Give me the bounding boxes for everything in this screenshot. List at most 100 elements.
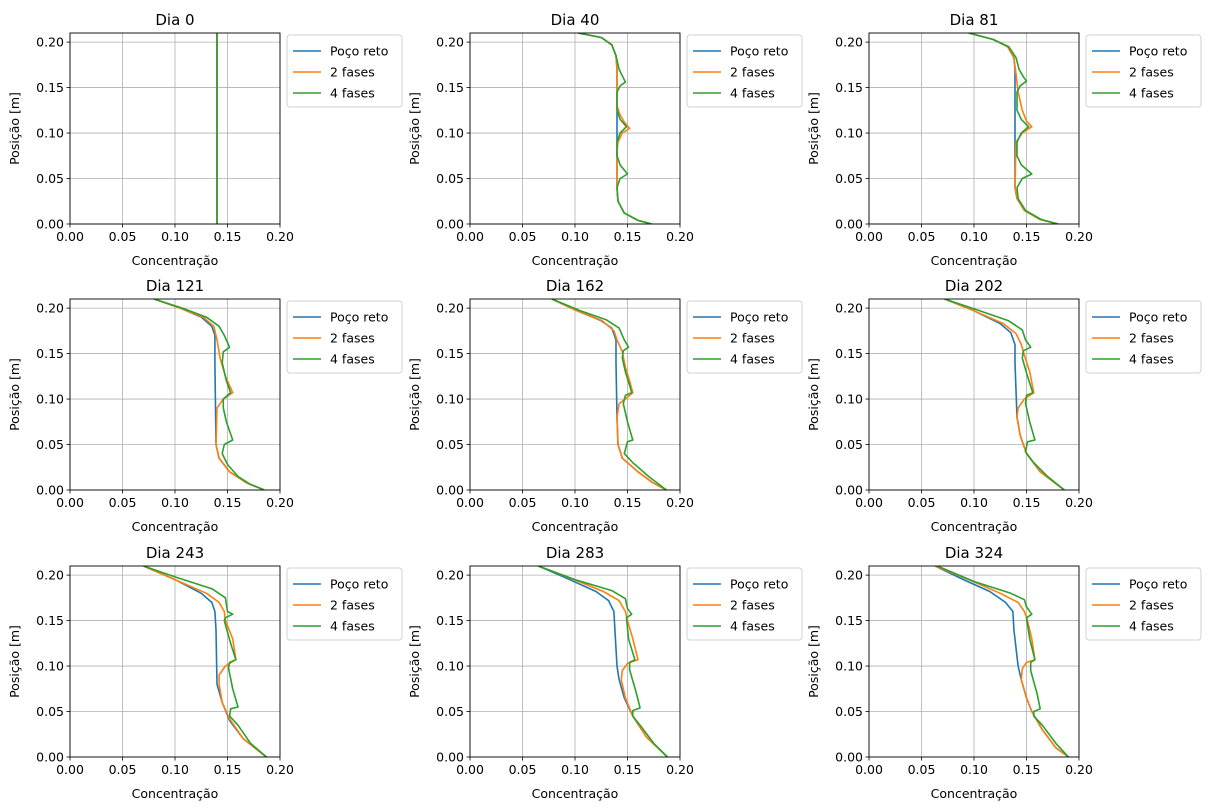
- legend-label-1: 2 fases: [730, 65, 775, 80]
- legend-label-1: 2 fases: [330, 331, 375, 346]
- y-tick-label: 0.20: [36, 301, 64, 316]
- y-axis-label: Posição [m]: [7, 358, 22, 431]
- y-tick-label: 0.15: [835, 613, 863, 628]
- x-tick-label: 0.20: [666, 762, 694, 777]
- x-tick-label: 0.20: [266, 762, 294, 777]
- series-line-2: [538, 566, 668, 757]
- y-tick-label: 0.10: [36, 659, 64, 674]
- x-axis-label: Concentração: [931, 786, 1018, 801]
- legend-box: [686, 300, 803, 374]
- subplot-title: Dia 162: [546, 277, 604, 295]
- x-tick-label: 0.00: [56, 495, 84, 510]
- legend-label-0: Poço reto: [730, 44, 788, 59]
- x-tick-label: 0.00: [56, 229, 84, 244]
- legend-box: [286, 34, 403, 108]
- x-axis-label: Concentração: [132, 253, 219, 268]
- x-tick-label: 0.10: [161, 229, 189, 244]
- x-tick-label: 0.05: [908, 495, 936, 510]
- subplot-title: Dia 283: [546, 544, 604, 562]
- legend-label-1: 2 fases: [730, 598, 775, 613]
- x-axis-label: Concentração: [132, 519, 219, 534]
- subplot-4: 0.00 0.05 0.10 0.15 0.20 0.00 0.05 0.10 0.15 0.20…: [407, 277, 803, 534]
- legend-box: [286, 300, 403, 374]
- legend-box: [286, 567, 403, 641]
- legend-box: [686, 567, 803, 641]
- legend-label-2: 4 fases: [730, 86, 775, 101]
- x-tick-label: 0.15: [614, 495, 642, 510]
- y-tick-label: 0.00: [36, 483, 64, 498]
- axes-frame: [868, 298, 1080, 491]
- subplot-5: 0.00 0.05 0.10 0.15 0.20 0.00 0.05 0.10 0.15 0.20…: [806, 277, 1202, 534]
- x-tick-label: 0.15: [1013, 229, 1041, 244]
- y-tick-label: 0.15: [835, 80, 863, 95]
- legend-label-2: 4 fases: [330, 352, 375, 367]
- legend-label-0: Poço reto: [1129, 44, 1187, 59]
- y-axis-label: Posição [m]: [806, 92, 821, 165]
- y-tick-label: 0.05: [436, 704, 464, 719]
- legend-label-1: 2 fases: [1129, 331, 1174, 346]
- series-line-2: [143, 566, 267, 757]
- x-tick-label: 0.20: [266, 495, 294, 510]
- axes-frame: [69, 565, 281, 758]
- y-tick-label: 0.00: [36, 217, 64, 232]
- legend-label-0: Poço reto: [330, 44, 388, 59]
- y-tick-label: 0.05: [436, 171, 464, 186]
- x-tick-label: 0.05: [908, 762, 936, 777]
- y-tick-label: 0.10: [436, 659, 464, 674]
- series-line-0: [153, 299, 265, 490]
- x-tick-label: 0.15: [614, 762, 642, 777]
- series-line-0: [968, 33, 1059, 224]
- axes-frame: [469, 298, 681, 491]
- legend: Poço reto 2 fases 4 fases: [286, 34, 403, 108]
- axes-frame: [469, 565, 681, 758]
- legend-box: [1085, 34, 1202, 108]
- x-axis-label: Concentração: [931, 253, 1018, 268]
- x-tick-label: 0.10: [960, 229, 988, 244]
- x-tick-label: 0.10: [960, 762, 988, 777]
- x-tick-label: 0.10: [161, 762, 189, 777]
- legend: Poço reto 2 fases 4 fases: [1085, 34, 1202, 108]
- y-tick-label: 0.20: [436, 301, 464, 316]
- y-tick-label: 0.15: [36, 80, 64, 95]
- legend: Poço reto 2 fases 4 fases: [1085, 300, 1202, 374]
- y-tick-label: 0.15: [436, 80, 464, 95]
- subplot-title: Dia 243: [146, 544, 204, 562]
- axes-frame: [69, 32, 281, 225]
- x-tick-label: 0.20: [666, 495, 694, 510]
- y-axis-label: Posição [m]: [407, 92, 422, 165]
- axes-frame: [868, 565, 1080, 758]
- x-tick-label: 0.05: [509, 762, 537, 777]
- legend-label-1: 2 fases: [1129, 598, 1174, 613]
- y-tick-label: 0.00: [436, 217, 464, 232]
- x-tick-label: 0.15: [214, 762, 242, 777]
- subplot-title: Dia 121: [146, 277, 204, 295]
- legend-label-1: 2 fases: [330, 65, 375, 80]
- x-tick-label: 0.10: [561, 762, 589, 777]
- x-tick-label: 0.10: [960, 495, 988, 510]
- y-axis-label: Posição [m]: [7, 625, 22, 698]
- series-line-1: [153, 299, 265, 490]
- x-tick-label: 0.00: [456, 229, 484, 244]
- x-tick-label: 0.00: [855, 495, 883, 510]
- x-tick-label: 0.20: [266, 229, 294, 244]
- subplot-title: Dia 40: [551, 11, 600, 29]
- series-line-2: [968, 33, 1059, 224]
- x-tick-label: 0.10: [161, 495, 189, 510]
- y-tick-label: 0.20: [835, 301, 863, 316]
- y-tick-label: 0.20: [36, 35, 64, 50]
- legend-label-1: 2 fases: [330, 598, 375, 613]
- series-line-2: [153, 299, 265, 490]
- y-tick-label: 0.15: [36, 346, 64, 361]
- subplot-title: Dia 0: [155, 11, 194, 29]
- legend: Poço reto 2 fases 4 fases: [686, 567, 803, 641]
- series-line-1: [551, 299, 667, 490]
- x-tick-label: 0.20: [1065, 495, 1093, 510]
- legend-label-2: 4 fases: [1129, 619, 1174, 634]
- series-line-0: [143, 566, 267, 757]
- legend-label-1: 2 fases: [1129, 65, 1174, 80]
- legend-box: [686, 34, 803, 108]
- axes-frame: [69, 298, 281, 491]
- x-tick-label: 0.05: [109, 495, 137, 510]
- series-line-0: [944, 299, 1065, 490]
